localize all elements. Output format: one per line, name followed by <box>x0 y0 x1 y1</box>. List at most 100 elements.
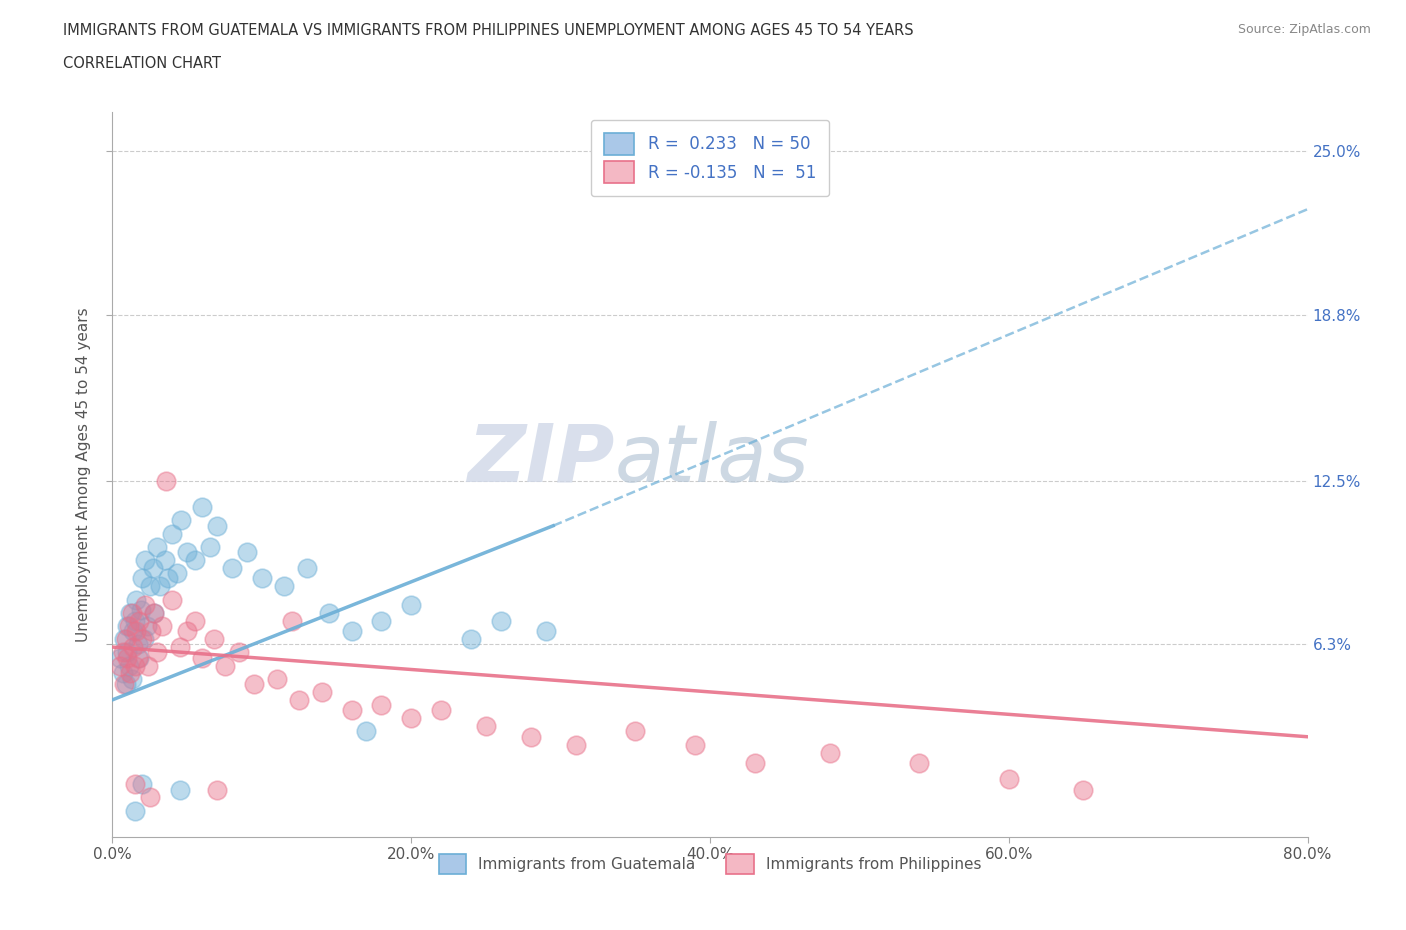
Point <box>318 605 340 620</box>
Point <box>370 613 392 628</box>
Point <box>162 592 183 607</box>
Point <box>150 618 173 633</box>
Point <box>128 613 150 628</box>
Text: ZIP: ZIP <box>467 420 614 498</box>
Point <box>744 756 766 771</box>
Point <box>169 640 191 655</box>
Point <box>205 518 228 533</box>
Point <box>288 693 311 708</box>
Point <box>183 613 205 628</box>
Point <box>564 737 586 752</box>
Point <box>281 613 304 628</box>
Point <box>139 579 162 594</box>
Text: atlas: atlas <box>614 420 810 498</box>
Point <box>273 579 295 594</box>
Point <box>127 637 149 652</box>
Point <box>115 676 138 691</box>
Point <box>122 640 145 655</box>
Point <box>143 605 166 620</box>
Point <box>460 631 482 646</box>
Point <box>134 552 156 567</box>
Point <box>129 603 152 618</box>
Point <box>111 644 134 659</box>
Point <box>108 658 131 673</box>
Point <box>121 605 143 620</box>
Point <box>356 724 378 739</box>
Point <box>124 804 146 818</box>
Point <box>214 658 236 673</box>
Point <box>146 644 169 659</box>
Point <box>117 650 139 665</box>
Point <box>401 711 423 725</box>
Point <box>115 631 138 646</box>
Point <box>114 631 135 646</box>
Point <box>998 772 1021 787</box>
Point <box>818 745 841 760</box>
Point <box>198 539 221 554</box>
Point <box>162 526 183 541</box>
Point <box>142 561 165 576</box>
Point <box>125 624 148 639</box>
Text: IMMIGRANTS FROM GUATEMALA VS IMMIGRANTS FROM PHILIPPINES UNEMPLOYMENT AMONG AGES: IMMIGRANTS FROM GUATEMALA VS IMMIGRANTS … <box>63 23 914 38</box>
Point <box>266 671 288 686</box>
Point <box>118 618 141 633</box>
Text: Source: ZipAtlas.com: Source: ZipAtlas.com <box>1237 23 1371 36</box>
Point <box>120 666 142 681</box>
Point <box>221 561 243 576</box>
Point <box>134 597 156 612</box>
Point <box>141 624 163 639</box>
Point <box>155 473 177 488</box>
Point <box>401 597 423 612</box>
Point <box>624 724 647 739</box>
Legend: Immigrants from Guatemala, Immigrants from Philippines: Immigrants from Guatemala, Immigrants fr… <box>433 848 987 880</box>
Point <box>202 631 225 646</box>
Point <box>122 624 145 639</box>
Point <box>683 737 706 752</box>
Point <box>370 698 392 712</box>
Point <box>117 644 139 659</box>
Point <box>121 671 143 686</box>
Point <box>520 729 543 744</box>
Point <box>340 703 363 718</box>
Point <box>139 790 162 804</box>
Point <box>169 782 191 797</box>
Point <box>111 666 134 681</box>
Point <box>191 650 214 665</box>
Point <box>143 605 166 620</box>
Point <box>135 618 157 633</box>
Point <box>183 552 205 567</box>
Point <box>908 756 931 771</box>
Point <box>250 571 273 586</box>
Point <box>176 624 198 639</box>
Point <box>149 579 172 594</box>
Point <box>125 592 148 607</box>
Point <box>430 703 453 718</box>
Point <box>156 571 179 586</box>
Point <box>120 605 142 620</box>
Point <box>340 624 363 639</box>
Point <box>236 545 259 560</box>
Point <box>1073 782 1095 797</box>
Point <box>138 658 160 673</box>
Point <box>114 676 135 691</box>
Point <box>124 613 146 628</box>
Y-axis label: Unemployment Among Ages 45 to 54 years: Unemployment Among Ages 45 to 54 years <box>76 307 91 642</box>
Point <box>127 650 149 665</box>
Point <box>228 644 250 659</box>
Point <box>295 561 318 576</box>
Point <box>132 631 155 646</box>
Point <box>146 539 169 554</box>
Point <box>243 676 266 691</box>
Point <box>117 618 139 633</box>
Point <box>166 565 188 580</box>
Point <box>108 650 131 665</box>
Point <box>475 719 498 734</box>
Point <box>118 658 141 673</box>
Point <box>131 631 153 646</box>
Point <box>176 545 198 560</box>
Point <box>311 684 333 699</box>
Point <box>205 782 228 797</box>
Point <box>124 777 146 791</box>
Text: CORRELATION CHART: CORRELATION CHART <box>63 56 221 71</box>
Point <box>131 571 153 586</box>
